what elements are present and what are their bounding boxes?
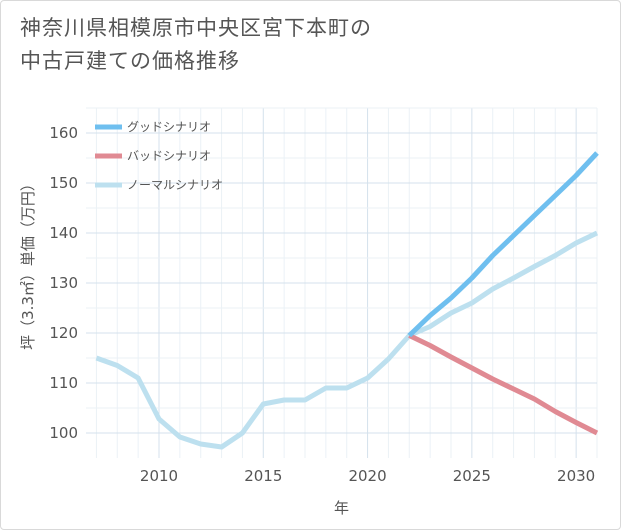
series-line-3 — [95, 230, 599, 450]
x-tick-label: 2030 — [557, 467, 595, 485]
series-line-1 — [407, 151, 599, 338]
series-line-2 — [408, 333, 599, 436]
y-tick-label: 130 — [49, 274, 78, 292]
tick-labels: 2010 2015 2020 2025 2030 100 110 120 130 140 150 16… — [49, 124, 595, 485]
x-axis-title: 年 — [334, 499, 349, 517]
y-tick-label: 150 — [49, 174, 78, 192]
y-tick-label: 160 — [49, 124, 78, 142]
legend-label: バッドシナリオ — [127, 149, 211, 163]
series-layer — [95, 151, 599, 450]
chart-title-line-2: 中古戸建ての価格推移 — [20, 49, 240, 73]
x-tick-label: 2020 — [348, 467, 386, 485]
legend-label: ノーマルシナリオ — [127, 178, 223, 192]
y-axis-title: 坪（3.3㎡）単価（万円） — [19, 176, 37, 350]
x-tick-label: 2010 — [140, 467, 178, 485]
y-tick-label: 120 — [49, 324, 78, 342]
chart-title: 神奈川県相模原市中央区宮下本町の 中古戸建ての価格推移 — [20, 12, 600, 78]
x-tick-label: 2015 — [244, 467, 282, 485]
y-tick-label: 110 — [49, 374, 78, 392]
legend-label: グッドシナリオ — [127, 120, 211, 134]
y-tick-label: 140 — [49, 224, 78, 242]
chart-title-line-1: 神奈川県相模原市中央区宮下本町の — [20, 16, 372, 40]
x-tick-label: 2025 — [453, 467, 491, 485]
grid — [86, 107, 598, 458]
y-tick-label: 100 — [49, 424, 78, 442]
